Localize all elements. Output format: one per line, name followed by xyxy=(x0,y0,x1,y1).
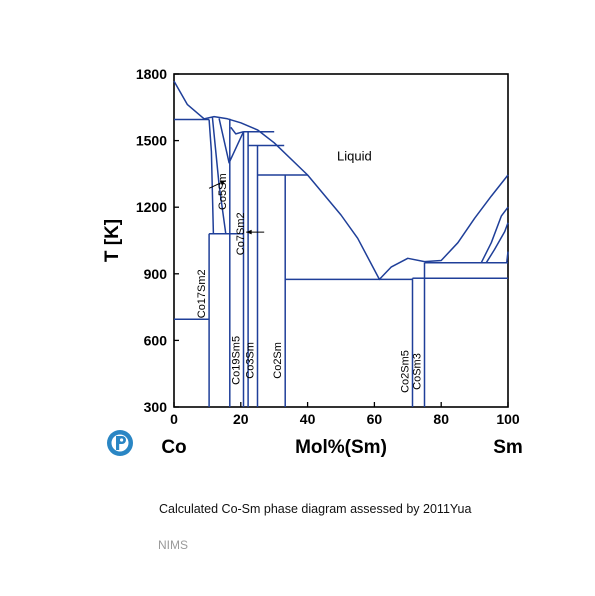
y-axis-label: T [K] xyxy=(102,219,123,262)
phase-boundary-line xyxy=(505,251,509,263)
pointer-arrow-head xyxy=(219,180,226,186)
x-tick-label: 0 xyxy=(170,411,178,427)
compound-label: Co5Sm xyxy=(217,173,229,210)
pauling-file-logo-icon xyxy=(106,429,134,457)
x-tick-label: 40 xyxy=(300,411,316,427)
phase-boundary-line xyxy=(218,118,245,164)
y-tick-label: 600 xyxy=(144,332,168,348)
figure-caption: Calculated Co-Sm phase diagram assessed … xyxy=(159,502,472,516)
x-tick-label: 80 xyxy=(433,411,449,427)
compound-label: Co7Sm2 xyxy=(235,212,247,255)
phase-boundary-line xyxy=(485,222,509,264)
y-tick-label: 1800 xyxy=(136,66,167,82)
x-axis-right-element: Sm xyxy=(493,437,523,458)
phase-boundary-line xyxy=(230,126,244,135)
x-tick-label: 100 xyxy=(496,411,520,427)
plot-frame xyxy=(173,73,509,408)
phase-boundary-line xyxy=(208,119,215,234)
phase-boundary-line xyxy=(480,206,509,264)
x-tick-label: 20 xyxy=(233,411,249,427)
y-tick-label: 1200 xyxy=(136,199,167,215)
y-tick-label: 300 xyxy=(144,399,168,415)
x-axis-label: Mol%(Sm) xyxy=(295,437,387,458)
compound-label: Co3Sm xyxy=(245,342,257,379)
phase-boundary-line xyxy=(211,117,227,234)
x-axis-left-element: Co xyxy=(161,437,186,458)
liquidus-curve xyxy=(173,80,509,281)
region-label-liquid: Liquid xyxy=(337,149,372,164)
compound-label: Co17Sm2 xyxy=(196,269,208,318)
compound-label: CoSm3 xyxy=(412,353,424,390)
x-tick-label: 60 xyxy=(367,411,383,427)
pointer-arrow-head xyxy=(246,229,252,235)
compound-label: Co19Sm5 xyxy=(231,336,243,385)
y-tick-label: 1500 xyxy=(136,133,167,149)
compound-label: Co2Sm xyxy=(272,342,284,379)
y-tick-label: 900 xyxy=(144,266,168,282)
compound-label: Co2Sm5 xyxy=(400,350,412,393)
credit-text: NIMS xyxy=(158,538,188,552)
